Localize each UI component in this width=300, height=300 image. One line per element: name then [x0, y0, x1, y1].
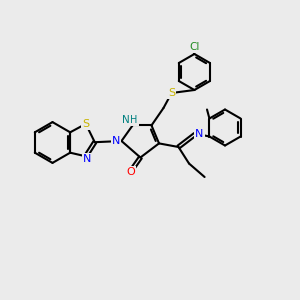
Text: S: S: [168, 88, 175, 98]
Text: N: N: [122, 115, 130, 125]
Text: N: N: [83, 154, 92, 164]
Text: H: H: [130, 115, 138, 125]
Text: N: N: [195, 129, 204, 140]
Text: O: O: [126, 167, 135, 177]
Text: Cl: Cl: [189, 42, 200, 52]
Text: S: S: [82, 119, 89, 129]
Text: N: N: [112, 136, 120, 146]
